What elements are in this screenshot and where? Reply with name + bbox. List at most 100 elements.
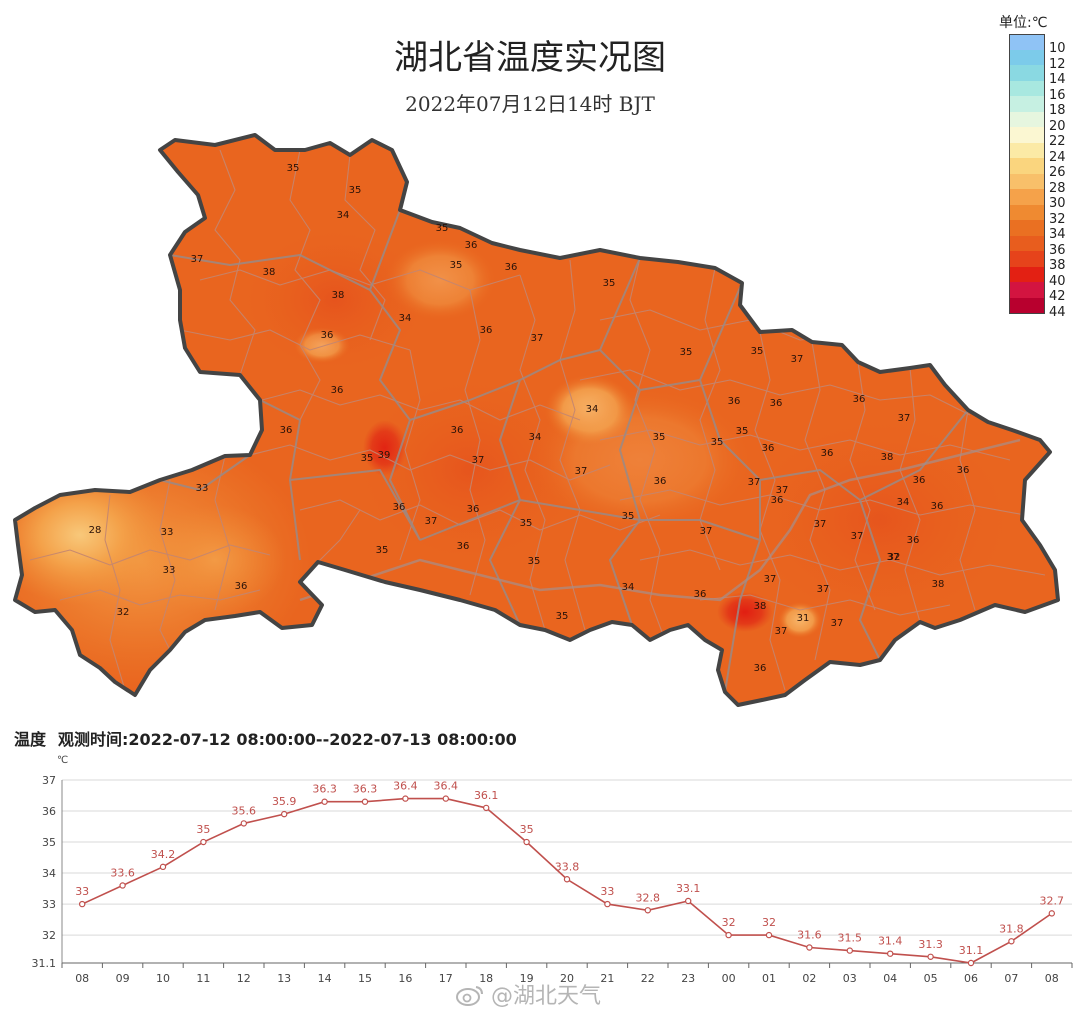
legend-swatch xyxy=(1009,111,1045,127)
data-label: 32 xyxy=(722,916,736,929)
data-label: 32.8 xyxy=(636,891,661,904)
data-point xyxy=(725,931,732,939)
station-value: 36 xyxy=(694,589,707,600)
x-tick-label: 00 xyxy=(722,972,736,985)
station-value: 37 xyxy=(776,485,789,496)
yangtze-river xyxy=(299,438,1021,602)
station-value: 36 xyxy=(770,398,783,409)
legend-swatch xyxy=(1009,158,1045,174)
station-value: 36 xyxy=(465,240,478,251)
station-value: 37 xyxy=(791,354,804,365)
station-value: 37 xyxy=(531,333,544,344)
station-value: 36 xyxy=(480,325,493,336)
x-tick-label: 15 xyxy=(358,972,372,985)
legend-swatch xyxy=(1009,297,1045,313)
station-value: 36 xyxy=(457,541,470,552)
x-tick-label: 23 xyxy=(681,972,695,985)
station-value: 36 xyxy=(907,535,920,546)
station-value: 37 xyxy=(775,626,788,637)
legend-swatch xyxy=(1009,220,1045,236)
data-point xyxy=(361,798,369,805)
legend-item: 18 xyxy=(1005,96,1075,118)
y-tick-label: 32 xyxy=(42,929,56,942)
data-point xyxy=(200,838,207,846)
station-value: 35 xyxy=(556,611,569,622)
station-value: 35 xyxy=(361,453,374,464)
legend-item: 20 xyxy=(1005,111,1075,134)
data-label: 36.4 xyxy=(434,780,459,793)
legend-label: 10 xyxy=(1049,41,1066,56)
legend-label: 20 xyxy=(1049,118,1066,134)
county-boundaries xyxy=(29,149,1046,691)
map-subtitle: 2022年07月12日14时 BJT xyxy=(405,92,655,116)
y-tick-label: 33 xyxy=(42,898,56,911)
station-value: 35 xyxy=(751,346,764,357)
chart-period: 观测时间:2022-07-12 08:00:00--2022-07-13 08:… xyxy=(58,730,517,749)
x-tick-label: 10 xyxy=(156,972,170,985)
station-value: 36 xyxy=(505,262,518,273)
data-point xyxy=(483,804,490,812)
data-label: 36.4 xyxy=(393,780,418,793)
weibo-icon xyxy=(456,986,483,1006)
data-label: 31.3 xyxy=(918,938,943,951)
legend-item: 28 xyxy=(1005,173,1075,196)
legend-unit: 单位:℃ xyxy=(999,15,1048,31)
station-value: 39 xyxy=(378,450,391,461)
x-tick-label: 11 xyxy=(196,972,210,985)
legend-swatch xyxy=(1009,142,1045,158)
x-tick-label: 21 xyxy=(600,972,614,985)
data-label: 34.2 xyxy=(151,848,176,861)
prefecture-boundaries xyxy=(159,209,969,693)
data-point xyxy=(1008,938,1015,945)
station-value: 36 xyxy=(280,425,293,436)
station-value: 34 xyxy=(337,210,350,221)
station-value: 36 xyxy=(821,448,834,459)
station-value: 34 xyxy=(399,313,412,324)
legend-item: 22 xyxy=(1005,127,1075,149)
station-value: 36 xyxy=(931,501,944,512)
data-label: 33 xyxy=(75,885,89,898)
station-value: 37 xyxy=(425,516,438,527)
station-value: 35 xyxy=(680,347,693,358)
station-value: 31 xyxy=(797,613,810,624)
legend-item: 36 xyxy=(1005,235,1075,258)
station-value: 32 xyxy=(117,607,130,618)
station-value: 35 xyxy=(376,545,389,556)
data-label: 36.3 xyxy=(353,783,378,796)
station-value: 37 xyxy=(817,584,830,595)
x-tick-label: 03 xyxy=(843,972,857,985)
station-value: 33 xyxy=(161,527,174,538)
data-label: 32.7 xyxy=(1040,894,1065,907)
data-point xyxy=(442,795,449,802)
y-tick-label: 35 xyxy=(42,836,56,849)
data-point xyxy=(159,863,167,871)
legend-label: 26 xyxy=(1049,165,1066,180)
legend-swatch xyxy=(1009,235,1045,251)
data-label: 35.6 xyxy=(232,804,257,817)
legend-item: 32 xyxy=(1005,204,1075,227)
station-value: 35 xyxy=(436,223,449,234)
legend-swatch xyxy=(1009,127,1045,143)
data-label: 35 xyxy=(520,823,534,836)
legend-label: 42 xyxy=(1049,289,1066,304)
legend-item: 38 xyxy=(1005,251,1075,273)
y-tick-label: 36 xyxy=(42,805,56,818)
station-value: 35 xyxy=(736,426,749,437)
station-value: 34 xyxy=(622,582,635,593)
x-tick-label: 22 xyxy=(641,972,655,985)
station-value: 37 xyxy=(575,466,588,477)
legend-label: 24 xyxy=(1049,149,1066,165)
data-point xyxy=(281,810,288,818)
station-value: 38 xyxy=(332,290,345,301)
x-tick-label: 01 xyxy=(762,972,776,985)
x-tick-label: 08 xyxy=(1045,972,1059,985)
legend-label: 30 xyxy=(1049,196,1066,211)
legend-item: 30 xyxy=(1005,189,1075,211)
legend-item: 44 xyxy=(1005,297,1075,320)
data-label: 33.6 xyxy=(110,866,135,879)
station-value: 37 xyxy=(764,574,777,585)
data-label: 35 xyxy=(196,823,210,836)
chart-header: 温度 观测时间:2022-07-12 08:00:00--2022-07-13 0… xyxy=(14,726,529,750)
station-value: 28 xyxy=(89,525,102,536)
